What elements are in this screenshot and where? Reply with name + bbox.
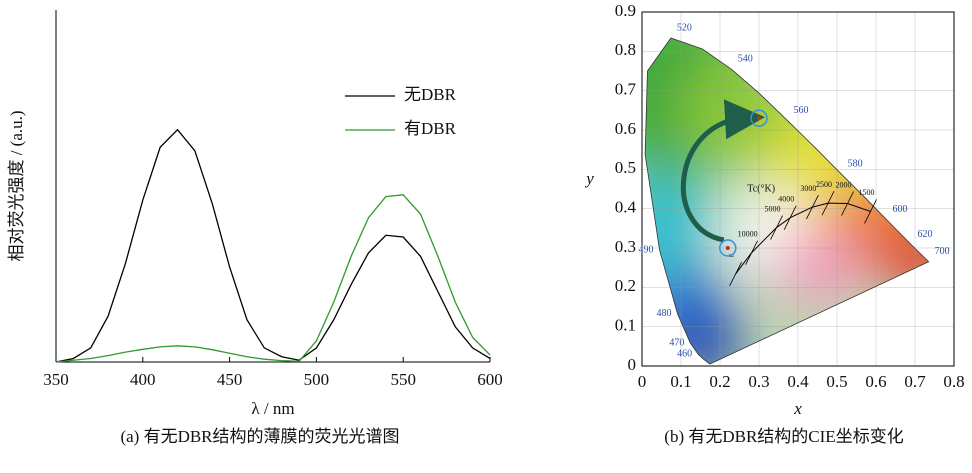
isotherm [864, 199, 877, 224]
x-label: x [793, 399, 802, 418]
gamut-color [678, 324, 739, 365]
y-tick-label: 0.5 [615, 158, 636, 177]
x-label: λ / nm [251, 399, 294, 418]
wavelength-label: 470 [669, 337, 684, 348]
x-tick-label: 0.4 [787, 372, 809, 391]
legend-label: 无DBR [404, 85, 457, 104]
y-label: 相对荧光强度 / (a.u.) [7, 110, 26, 261]
temp-label: 10000 [738, 230, 758, 239]
x-tick-label: 550 [390, 370, 416, 389]
x-tick-label: 400 [130, 370, 156, 389]
frame [641, 11, 955, 367]
wavelength-label: 490 [639, 244, 654, 255]
wavelength-label: 540 [738, 54, 753, 65]
planck-title: Tc(°K) [747, 183, 775, 194]
y-tick-label: 0.8 [615, 40, 636, 59]
point [725, 246, 730, 250]
planck-locus [735, 202, 871, 275]
y-tick-label: 0.1 [615, 316, 636, 335]
caption: (b) 有无DBR结构的CIE坐标变化 [664, 427, 903, 446]
line [55, 128, 491, 363]
wavelength-label: 460 [677, 348, 692, 359]
temp-label: 5000 [765, 204, 781, 213]
y-tick-label: 0.9 [615, 1, 636, 20]
temp-label: 1500 [859, 188, 875, 197]
x-tick-label: 0.7 [904, 372, 926, 391]
y-tick-label: 0.6 [615, 119, 636, 138]
x-tick-label: 450 [217, 370, 243, 389]
x-tick-label: 0.8 [943, 372, 964, 391]
y-tick-label: 0.4 [615, 198, 637, 217]
y-label: y [584, 169, 594, 188]
wavelength-label: 580 [848, 159, 863, 170]
temp-label: 3000 [800, 184, 816, 193]
x-tick-label: 600 [477, 370, 503, 389]
wavelength-label: 560 [793, 105, 808, 116]
x-tick-label: 0.6 [865, 372, 886, 391]
legend-label: 有DBR [404, 119, 457, 138]
y-tick-label: 0.2 [615, 276, 636, 295]
temp-label: 2500 [816, 180, 832, 189]
x-tick-label: 0.1 [670, 372, 691, 391]
point [757, 116, 761, 121]
wavelength-label: 520 [677, 22, 692, 33]
x-tick-label: 0 [638, 372, 647, 391]
isotherm [783, 205, 797, 230]
point-ring [719, 239, 737, 257]
x-tick-label: 0.3 [748, 372, 769, 391]
x-tick-label: 500 [304, 370, 330, 389]
y-tick-label: 0.7 [615, 80, 637, 99]
line [55, 194, 491, 363]
x-tick-label: 0.2 [709, 372, 730, 391]
wavelength-label: 600 [893, 204, 908, 215]
locus [644, 37, 930, 365]
wavelength-label: 620 [917, 229, 932, 240]
y-tick-label: 0 [628, 355, 637, 374]
isotherm [821, 190, 835, 216]
arrow [680, 99, 765, 243]
x-tick-label: 0.5 [826, 372, 847, 391]
gamut-color [772, 222, 863, 313]
isotherm [841, 191, 854, 216]
wavelength-label: 480 [656, 308, 671, 319]
caption: (a) 有无DBR结构的薄膜的荧光光谱图 [120, 427, 399, 446]
isotherm [729, 261, 742, 287]
temp-label: 2000 [836, 180, 852, 189]
point-ring [750, 109, 768, 127]
isotherm [806, 194, 819, 220]
isotherm [745, 240, 758, 265]
gamut-color [645, 173, 717, 284]
y-tick-label: 0.3 [615, 237, 636, 256]
temp-label: 4000 [778, 195, 794, 204]
wavelength-label: 700 [935, 246, 950, 257]
isotherm [770, 215, 783, 240]
x-tick-label: 350 [43, 370, 69, 389]
